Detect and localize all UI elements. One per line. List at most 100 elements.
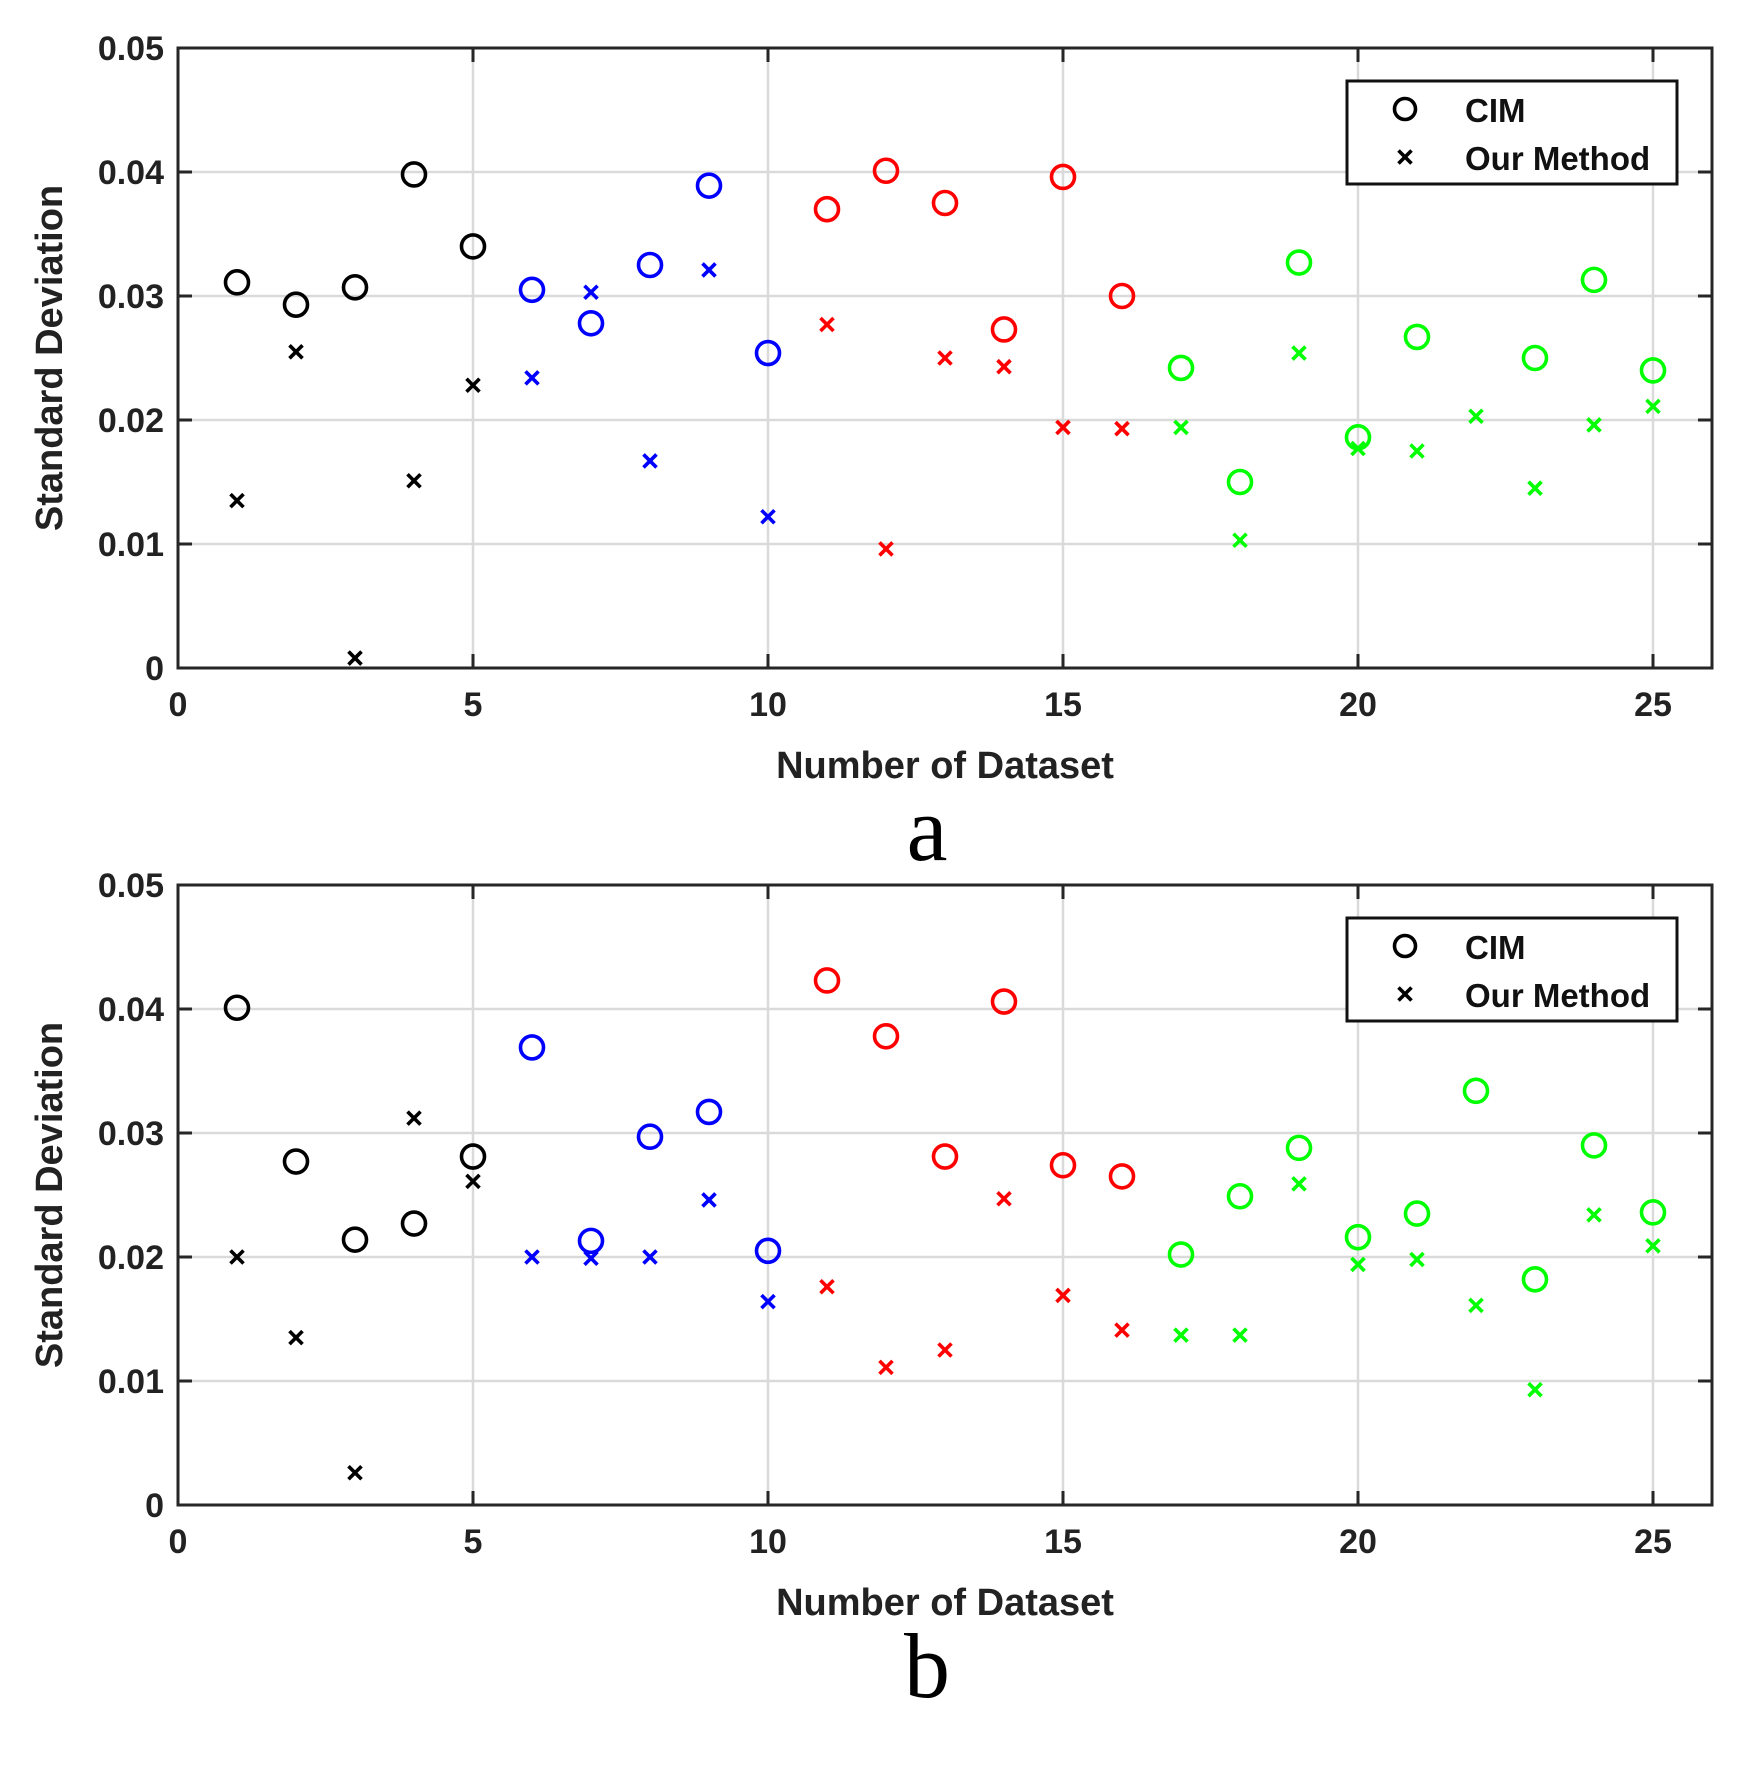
data-point-cim [1108,1163,1136,1190]
legend-x-marker [1397,986,1413,1002]
legend-label-cim: CIM [1465,929,1526,966]
data-point-cim [931,1143,959,1170]
data-point-our-method [347,650,363,666]
data-point-our-method [1527,480,1543,496]
data-point-our-method [465,1173,481,1190]
x-marker-stroke [1468,1297,1484,1314]
data-point-cim [1580,266,1608,294]
data-point-cim [1108,282,1136,310]
data-point-cim [695,1098,723,1126]
data-point-our-method [1232,532,1248,549]
data-point-our-method [583,1250,599,1267]
data-point-cim [1403,1200,1431,1227]
legend-circle-marker [1392,96,1418,122]
y-tick-label: 0 [145,650,164,688]
x-tick-label: 5 [464,686,483,724]
data-point-cim [1462,1077,1490,1105]
data-point-our-method [760,508,776,525]
data-point-cim [1226,1182,1254,1210]
data-point-cim [223,994,251,1022]
legend: CIM Our Method [1345,916,1679,1023]
data-point-cim [1049,163,1077,191]
data-point-our-method [1173,419,1189,436]
data-point-cim [518,276,546,304]
x-marker-stroke [642,453,658,469]
x-tick-label: 10 [749,1523,787,1561]
x-marker-stroke [524,370,540,386]
x-marker-stroke [1586,1207,1602,1223]
plot-frame [176,883,1714,1507]
data-point-cim [282,1148,310,1175]
x-tick-label: 15 [1044,1523,1082,1561]
x-marker-stroke [1173,419,1189,436]
panel-a: 0 5 10 15 20 25 0 0.01 0.02 0.03 0.04 0.05 Number of… [29,30,1714,880]
data-point-our-method [406,1110,422,1126]
data-point-cim [1226,468,1254,496]
x-tick-label: 20 [1339,1523,1377,1561]
data-point-our-method [229,492,245,509]
data-point-our-method [1232,1327,1248,1343]
data-point-our-method [878,541,894,557]
data-point-cim [990,988,1018,1015]
data-point-our-method [701,1192,717,1208]
data-point-cim [695,172,723,199]
data-point-cim [1521,344,1549,372]
x-marker-stroke [642,1249,658,1265]
x-marker-stroke [524,1249,540,1265]
y-tick-label: 0.05 [98,867,164,905]
data-point-our-method [465,377,481,394]
y-axis-label: Standard Deviation [29,1022,71,1368]
x-marker-stroke [701,1192,717,1208]
tick-marks [176,883,1712,1507]
data-point-cim [518,1034,546,1061]
x-marker-stroke [1232,532,1248,549]
data-point-our-method [1055,1287,1071,1304]
x-marker-stroke [1397,149,1413,165]
data-point-our-method [996,1190,1012,1207]
data-point-our-method [1468,1297,1484,1314]
data-point-our-method [1114,1322,1130,1338]
data-point-our-method [760,1293,776,1310]
x-marker-stroke [937,1342,953,1358]
y-tick-label: 0.01 [98,1363,164,1401]
x-marker-stroke [1397,986,1413,1002]
x-marker-stroke [1350,440,1366,457]
data-point-our-method [347,1464,363,1481]
x-marker-stroke [701,262,717,278]
data-point-cim [1049,1151,1077,1179]
data-point-cim [1580,1132,1608,1159]
data-point-cim [459,233,487,260]
data-point-cim [459,1143,487,1170]
plot-frame [176,46,1714,670]
x-marker-stroke [1291,1176,1307,1192]
data-point-cim [813,195,841,223]
data-point-cim [1639,357,1667,384]
data-point-cim [1521,1266,1549,1293]
data-point-cim [931,189,959,217]
x-marker-stroke [819,316,835,333]
data-point-our-method [701,262,717,278]
x-marker-stroke [1645,398,1661,415]
data-point-cim [1167,1241,1195,1268]
series-cim [223,157,1667,496]
x-marker-stroke [465,377,481,394]
data-point-cim [754,1237,782,1265]
x-tick-label: 10 [749,686,787,724]
data-point-our-method [1468,408,1484,425]
data-point-our-method [642,453,658,469]
x-marker-stroke [1527,480,1543,496]
x-marker-stroke [1114,1322,1130,1338]
data-point-our-method [406,472,422,489]
data-point-cim [636,251,664,279]
data-point-our-method [937,1342,953,1358]
x-tick-label: 15 [1044,686,1082,724]
y-tick-label: 0.02 [98,402,164,440]
panel-label: a [907,778,948,880]
data-point-our-method [642,1249,658,1265]
data-point-cim [1167,354,1195,382]
x-marker-stroke [760,1293,776,1310]
data-point-our-method [878,1359,894,1376]
data-point-our-method [1291,345,1307,361]
x-tick-label: 0 [169,686,188,724]
